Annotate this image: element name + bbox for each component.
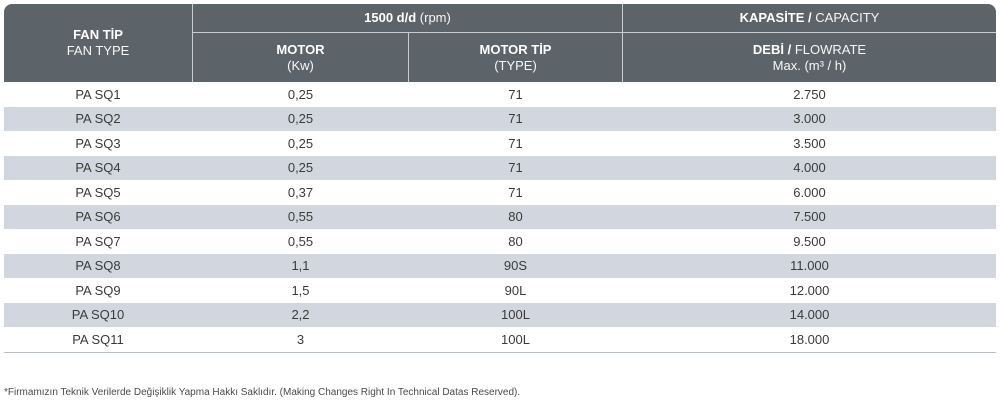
- cell-flowrate: 14.000: [789, 307, 830, 323]
- cell-motor-type: 71: [508, 184, 523, 200]
- table-row: PA SQ7 0,55 80 9.500: [4, 229, 996, 254]
- cell-fan-type: PA SQ6: [75, 209, 121, 225]
- cell-motor-kw: 0,55: [287, 233, 314, 249]
- cell-fan-type: PA SQ11: [72, 331, 124, 347]
- cell-motor-type: 80: [508, 209, 523, 225]
- cell-flowrate: 6.000: [793, 184, 826, 200]
- cell-motor-kw: 1,5: [291, 282, 310, 298]
- header-divider: [622, 4, 623, 82]
- table-header: FAN TİP FAN TYPE 1500 d/d (rpm) KAPASİTE…: [4, 4, 996, 82]
- header-motor-tip-label: MOTOR TİP: [479, 41, 552, 57]
- cell-motor-kw: 0,55: [287, 209, 314, 225]
- cell-motor-type: 71: [508, 160, 523, 176]
- cell-motor-kw: 0,25: [287, 111, 314, 127]
- cell-motor-type: 100L: [501, 331, 530, 347]
- cell-motor-type: 71: [508, 135, 523, 151]
- table-body: PA SQ1 0,25 71 2.750 PA SQ2 0,25 71 3.000 PA SQ3…: [4, 82, 996, 352]
- header-rpm: 1500 d/d (rpm): [193, 4, 622, 32]
- cell-fan-type: PA SQ10: [71, 307, 125, 323]
- cell-motor-type: 71: [508, 86, 523, 102]
- header-fan-type: FAN TİP FAN TYPE: [4, 4, 192, 82]
- fan-spec-table: FAN TİP FAN TYPE 1500 d/d (rpm) KAPASİTE…: [4, 4, 996, 353]
- cell-motor-type: 71: [508, 111, 523, 127]
- header-flowrate-unit: Max. (m³ / h): [772, 57, 847, 73]
- header-motor-label: MOTOR: [276, 41, 325, 57]
- cell-motor-type: 80: [508, 233, 523, 249]
- cell-flowrate: 7.500: [793, 209, 826, 225]
- header-capacity-label: KAPASİTE /: [739, 10, 812, 25]
- table-row: PA SQ9 1,5 90L 12.000: [4, 278, 996, 303]
- cell-flowrate: 18.000: [789, 331, 830, 347]
- cell-motor-kw: 3: [296, 331, 305, 347]
- table-row: PA SQ2 0,25 71 3.000: [4, 106, 996, 131]
- header-motor: MOTOR (Kw): [193, 33, 408, 82]
- cell-flowrate: 4.000: [793, 160, 826, 176]
- cell-motor-kw: 0,25: [287, 160, 314, 176]
- table-row: PA SQ3 0,25 71 3.500: [4, 131, 996, 156]
- cell-fan-type: PA SQ5: [75, 184, 121, 200]
- cell-fan-type: PA SQ1: [75, 86, 121, 102]
- header-flowrate: DEBİ / FLOWRATE Max. (m³ / h): [623, 33, 996, 82]
- table-row: PA SQ6 0,55 80 7.500: [4, 204, 996, 229]
- table-row: PA SQ11 3 100L 18.000: [4, 327, 996, 352]
- cell-fan-type: PA SQ3: [75, 135, 121, 151]
- footnote: *Firmamızın Teknik Verilerde Değişiklik …: [4, 387, 521, 398]
- header-rpm-unit: (rpm): [416, 10, 451, 25]
- cell-motor-type: 100L: [501, 307, 530, 323]
- header-motor-tip: MOTOR TİP (TYPE): [409, 33, 622, 82]
- header-motor-tip-unit: (TYPE): [494, 57, 537, 73]
- table-row: PA SQ1 0,25 71 2.750: [4, 82, 996, 107]
- table-row: PA SQ8 1,1 90S 11.000: [4, 253, 996, 278]
- cell-fan-type: PA SQ2: [75, 111, 121, 127]
- table-row: PA SQ4 0,25 71 4.000: [4, 155, 996, 180]
- cell-fan-type: PA SQ4: [75, 160, 121, 176]
- cell-motor-type: 90S: [503, 258, 528, 274]
- header-capacity: KAPASİTE / CAPACITY: [623, 4, 996, 32]
- header-fan-tip-label: FAN TİP: [73, 27, 123, 42]
- cell-flowrate: 3.500: [793, 135, 826, 151]
- header-fan-type-label: FAN TYPE: [66, 43, 130, 58]
- header-rpm-label: 1500 d/d: [364, 10, 417, 25]
- cell-motor-type: 90L: [504, 282, 527, 298]
- header-divider: [193, 32, 996, 33]
- cell-motor-kw: 2,2: [291, 307, 310, 323]
- header-debi-label: DEBİ /: [752, 41, 792, 57]
- cell-flowrate: 11.000: [790, 258, 829, 274]
- table-bottom-rule: [4, 351, 996, 353]
- header-divider: [192, 4, 193, 82]
- table-row: PA SQ5 0,37 71 6.000: [4, 180, 996, 205]
- header-capacity-en: CAPACITY: [811, 10, 880, 25]
- cell-fan-type: PA SQ8: [75, 258, 121, 274]
- header-divider: [408, 33, 409, 82]
- cell-flowrate: 12.000: [789, 282, 830, 298]
- cell-motor-kw: 0,25: [287, 135, 314, 151]
- cell-flowrate: 3.000: [793, 111, 826, 127]
- cell-motor-kw: 1,1: [291, 258, 310, 274]
- cell-fan-type: PA SQ7: [75, 233, 121, 249]
- cell-flowrate: 9.500: [793, 233, 826, 249]
- cell-motor-kw: 0,37: [287, 184, 314, 200]
- cell-flowrate: 2.750: [793, 86, 826, 102]
- header-motor-unit: (Kw): [287, 57, 314, 73]
- cell-motor-kw: 0,25: [287, 86, 314, 102]
- cell-fan-type: PA SQ9: [75, 282, 121, 298]
- table-row: PA SQ10 2,2 100L 14.000: [4, 302, 996, 327]
- header-flowrate-en: FLOWRATE: [791, 41, 867, 57]
